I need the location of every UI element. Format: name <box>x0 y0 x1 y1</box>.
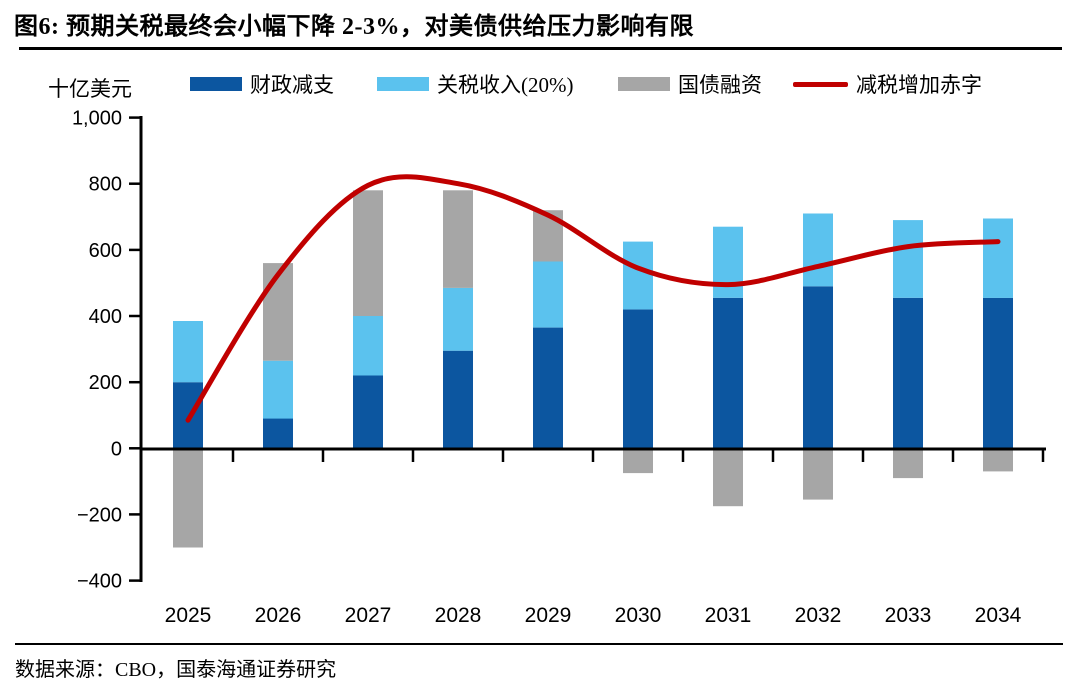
bar-2031-treasury-financing <box>713 448 743 507</box>
x-tick-label-2026: 2026 <box>255 604 302 627</box>
bar-2031-tariff-revenue <box>713 226 743 298</box>
bar-2029-fiscal-cut <box>533 327 563 449</box>
x-tick-label-2028: 2028 <box>435 604 482 627</box>
bar-2033-fiscal-cut <box>893 297 923 449</box>
bar-2029-tariff-revenue <box>533 261 563 328</box>
bar-2027-treasury-financing <box>353 190 383 316</box>
bar-2032-fiscal-cut <box>803 286 833 449</box>
bar-2028-fiscal-cut <box>443 350 473 449</box>
y-tick-label: 0 <box>111 438 122 460</box>
legend-item-treasury-financing: 国债融资 <box>618 70 762 98</box>
y-tick-label: 1,000 <box>72 108 122 130</box>
bar-2034-fiscal-cut <box>983 297 1013 449</box>
bar-2032-tariff-revenue <box>803 213 833 287</box>
x-tick-label-2025: 2025 <box>165 604 212 627</box>
bar-2033-treasury-financing <box>893 448 923 479</box>
y-tick-label: −200 <box>77 504 122 526</box>
bar-2034-tariff-revenue <box>983 218 1013 298</box>
bar-2027-tariff-revenue <box>353 316 383 376</box>
deficit-line-swatch <box>793 81 848 87</box>
legend-label-deficit-line: 减税增加赤字 <box>856 73 982 97</box>
bar-2025-tariff-revenue <box>173 321 203 383</box>
figure-title: 图6: 预期关税最终会小幅下降 2-3%，对美债供给压力影响有限 <box>14 14 694 40</box>
y-tick-label: 200 <box>89 372 122 394</box>
legend-item-deficit-line: 减税增加赤字 <box>793 70 982 98</box>
x-tick-label-2032: 2032 <box>795 604 842 627</box>
bar-2025-treasury-financing <box>173 448 203 548</box>
x-tick-label-2033: 2033 <box>885 604 932 627</box>
bar-2030-tariff-revenue <box>623 241 653 310</box>
legend-label-tariff-revenue: 关税收入(20%) <box>437 73 574 97</box>
legend-label-fiscal-cut: 财政减支 <box>250 73 334 97</box>
legend-item-tariff-revenue: 关税收入(20%) <box>377 70 573 98</box>
bar-2030-treasury-financing <box>623 448 653 474</box>
bar-2032-treasury-financing <box>803 448 833 500</box>
fiscal-cut-swatch <box>190 77 242 91</box>
x-tick-label-2034: 2034 <box>975 604 1022 627</box>
x-tick-label-2029: 2029 <box>525 604 572 627</box>
treasury-financing-swatch <box>618 77 670 91</box>
bar-2034-treasury-financing <box>983 448 1013 472</box>
y-tick-label: 600 <box>89 240 122 262</box>
source-rule <box>15 643 1063 645</box>
x-tick-label-2027: 2027 <box>345 604 392 627</box>
y-tick-label: 800 <box>89 174 122 196</box>
legend-label-treasury-financing: 国债融资 <box>678 73 762 97</box>
bar-2027-fiscal-cut <box>353 375 383 449</box>
x-tick-label-2031: 2031 <box>705 604 752 627</box>
y-tick-label: −400 <box>77 571 122 593</box>
y-tick-label: 400 <box>89 306 122 328</box>
bar-2028-tariff-revenue <box>443 287 473 351</box>
source-text: 数据来源：CBO，国泰海通证券研究 <box>15 659 337 681</box>
bar-2026-treasury-financing <box>263 263 293 361</box>
deficit-line <box>185 174 1001 423</box>
bar-2028-treasury-financing <box>443 190 473 288</box>
bar-2033-tariff-revenue <box>893 220 923 298</box>
x-tick-label-2030: 2030 <box>615 604 662 627</box>
bar-2031-fiscal-cut <box>713 297 743 449</box>
title-rule <box>19 47 1062 50</box>
y-axis-unit-label: 十亿美元 <box>48 77 132 101</box>
bar-2026-tariff-revenue <box>263 360 293 419</box>
bar-2025-fiscal-cut <box>173 382 203 449</box>
legend-item-fiscal-cut: 财政减支 <box>190 70 334 98</box>
tariff-revenue-swatch <box>377 77 429 91</box>
bar-2030-fiscal-cut <box>623 309 653 449</box>
bar-2026-fiscal-cut <box>263 418 293 449</box>
